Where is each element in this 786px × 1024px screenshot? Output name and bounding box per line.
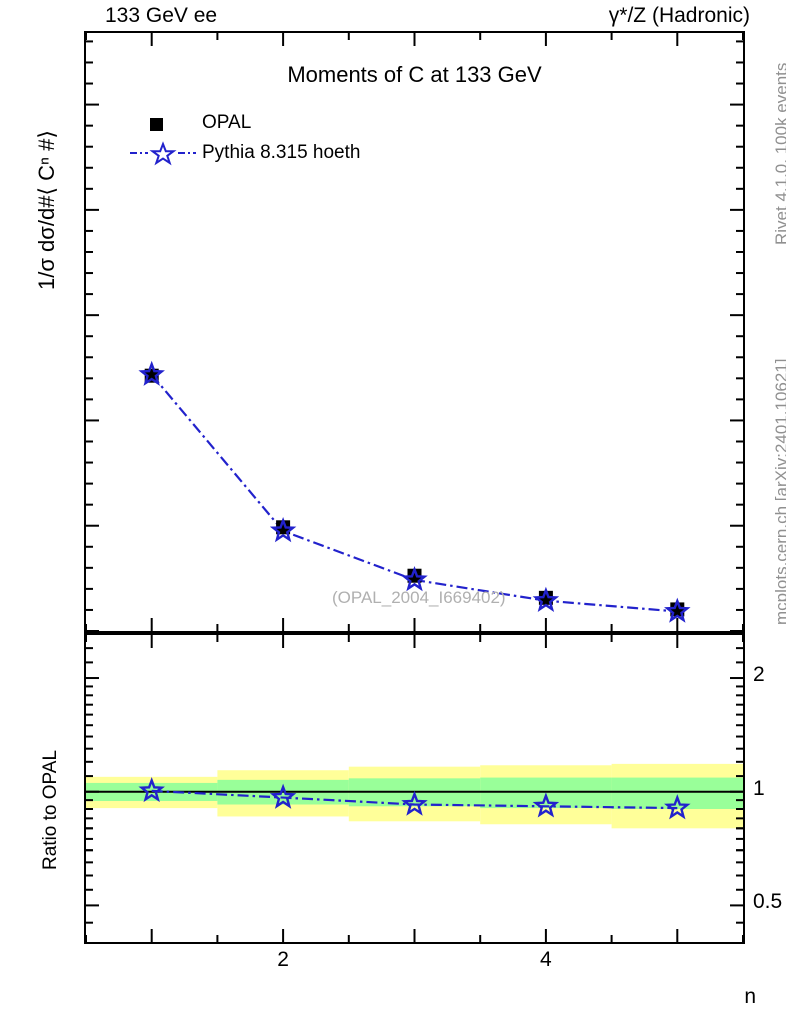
legend-marker-svg xyxy=(130,141,196,166)
filled-square-icon xyxy=(130,110,196,136)
analysis-watermark: (OPAL_2004_I669402) xyxy=(332,588,506,607)
y-axis-ratio-ticklabels-right: 0.5 1 2 xyxy=(753,0,786,1024)
rivet-credit: Rivet 4.1.0, 100k events xyxy=(772,62,786,245)
legend-label-opal: OPAL xyxy=(202,112,252,133)
ratio-plot-panel xyxy=(84,633,745,944)
y-axis-ratio-tick-right-0: 0.5 xyxy=(753,890,783,914)
ratio-plot-canvas xyxy=(86,635,743,942)
main-plot-panel xyxy=(84,31,745,633)
legend: OPAL Pythia 8.315 hoeth xyxy=(130,108,360,168)
y-axis-ratio-tick-right-1: 1 xyxy=(753,776,765,800)
x-axis-tick-1: 4 xyxy=(540,948,552,971)
legend-entry-pythia: Pythia 8.315 hoeth xyxy=(130,138,360,168)
mcplots-credit: mcplots.cern.ch [arXiv:2401.10621] xyxy=(772,358,786,625)
x-axis-title: n xyxy=(744,985,756,1008)
main-plot-canvas xyxy=(86,33,743,631)
open-star-icon xyxy=(130,140,196,166)
process-label: γ*/Z (Hadronic) xyxy=(608,4,750,27)
x-axis-tick-0: 2 xyxy=(277,948,289,971)
page-title: Moments of C at 133 GeV xyxy=(287,62,542,87)
legend-label-pythia: Pythia 8.315 hoeth xyxy=(202,142,361,163)
legend-entry-opal: OPAL xyxy=(130,108,360,138)
y-axis-ratio-tick-right-2: 2 xyxy=(753,663,765,687)
beam-energy-label: 133 GeV ee xyxy=(105,4,218,27)
